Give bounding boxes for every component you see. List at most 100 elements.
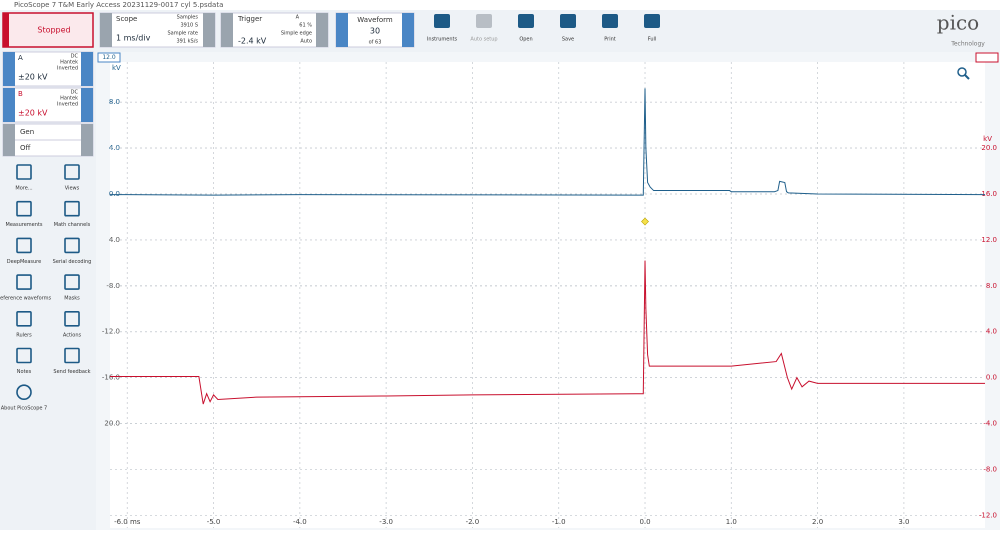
tool-label[interactable]: Serial decoding bbox=[53, 259, 92, 265]
channel-probe: Hantek bbox=[60, 96, 78, 102]
channel-mode: Inverted bbox=[57, 102, 78, 108]
y2-tick-label: -4.0 bbox=[983, 420, 997, 428]
y2-tick-label: 20.0 bbox=[981, 144, 997, 152]
tool-label[interactable]: Views bbox=[65, 186, 80, 192]
y2-tick-label: -12.0 bbox=[979, 511, 997, 519]
toolbar-icon bbox=[518, 14, 534, 28]
zoom-icon[interactable] bbox=[957, 67, 967, 77]
y-tick-label: 4.0 bbox=[109, 144, 120, 152]
run-stripe bbox=[3, 13, 9, 47]
tool-icon bbox=[16, 274, 32, 290]
toolbar-buttons: Instruments Auto setup Open Save Print Full bbox=[427, 14, 660, 43]
channel-coupling: DC bbox=[71, 54, 79, 60]
x-tick-label: -3.0 bbox=[379, 518, 393, 526]
channel-probe: Hantek bbox=[60, 60, 78, 66]
x-tick-label: -4.0 bbox=[293, 518, 307, 526]
y2-tick-label: -8.0 bbox=[983, 465, 997, 473]
tool-label[interactable]: DeepMeasure bbox=[7, 259, 41, 265]
tool-icon bbox=[16, 310, 32, 327]
tool-icon bbox=[64, 164, 80, 180]
channel-range: ±20 kV bbox=[18, 109, 48, 118]
y-tick-label: 8.0 bbox=[109, 98, 120, 106]
channel-name: B bbox=[18, 90, 23, 98]
toolbar-button[interactable]: Full bbox=[648, 37, 657, 43]
y2-tick-label: 0.0 bbox=[986, 374, 997, 382]
channel-plus[interactable] bbox=[81, 88, 93, 122]
toolbar-icon bbox=[434, 14, 450, 28]
y-tick-label: 0.0 bbox=[109, 190, 120, 198]
trigger-position: 61 % bbox=[299, 23, 312, 29]
x-tick-label: 3.0 bbox=[898, 518, 909, 526]
waveform-label: Waveform bbox=[357, 16, 393, 24]
run-button[interactable] bbox=[2, 12, 94, 48]
y-unit: kV bbox=[112, 64, 121, 72]
tool-label[interactable]: Measurements bbox=[6, 222, 43, 228]
x-tick-label: -2.0 bbox=[466, 518, 480, 526]
tool-icon bbox=[64, 274, 80, 290]
tool-label[interactable]: Send feedback bbox=[53, 369, 90, 375]
toolbar-icon bbox=[644, 14, 660, 28]
window-title: PicoScope 7 T&M Early Access 20231129-00… bbox=[14, 1, 223, 9]
trigger-label: Trigger bbox=[237, 15, 262, 23]
scope-minus[interactable] bbox=[100, 13, 112, 47]
y-tick-label: 20.0 bbox=[104, 420, 120, 428]
toolbar-button[interactable]: Auto setup bbox=[470, 37, 497, 43]
channel-plus[interactable] bbox=[81, 52, 93, 86]
waveform-plus[interactable] bbox=[402, 13, 414, 47]
tool-label[interactable]: Math channels bbox=[54, 222, 91, 228]
plot-area bbox=[110, 62, 985, 528]
rate: 391 kS/s bbox=[177, 39, 199, 45]
logo: pico bbox=[937, 11, 979, 35]
timebase: 1 ms/div bbox=[116, 34, 151, 43]
tool-label[interactable]: Reference waveforms bbox=[0, 296, 52, 302]
trigger-plus[interactable] bbox=[316, 13, 328, 47]
y2-unit: kV bbox=[983, 135, 992, 143]
gen-plus[interactable] bbox=[81, 124, 93, 156]
waveform-minus[interactable] bbox=[336, 13, 348, 47]
scope-plus[interactable] bbox=[203, 13, 215, 47]
gen-label: Gen bbox=[20, 128, 34, 136]
tool-label[interactable]: Rulers bbox=[16, 332, 32, 338]
toolbar-icon bbox=[476, 14, 492, 28]
gen-state: Off bbox=[20, 144, 31, 152]
y-tick-label: -8.0 bbox=[106, 282, 120, 290]
channel-range: ±20 kV bbox=[18, 73, 48, 82]
toolbar-button[interactable]: Open bbox=[519, 37, 532, 43]
tool-label[interactable]: Notes bbox=[17, 369, 32, 375]
trigger-mode: Auto bbox=[300, 39, 312, 45]
y-tick-label: 4.0 bbox=[109, 236, 120, 244]
x-tick-label: 1.0 bbox=[726, 518, 737, 526]
toolbar-button[interactable]: Instruments bbox=[427, 37, 458, 43]
toolbar-icon bbox=[560, 14, 576, 28]
waveform-count: of 63 bbox=[369, 40, 382, 46]
trigger-marker bbox=[641, 217, 649, 226]
trace-A bbox=[109, 88, 986, 196]
trigger-type: Simple edge bbox=[281, 31, 312, 37]
x-tick-label: -1.0 bbox=[552, 518, 566, 526]
trigger-channel: A bbox=[296, 15, 300, 21]
trace-B bbox=[110, 260, 985, 405]
tool-icon bbox=[64, 200, 80, 217]
rate-label: Sample rate bbox=[168, 31, 199, 37]
gen-minus[interactable] bbox=[3, 124, 15, 156]
trigger-minus[interactable] bbox=[221, 13, 233, 47]
toolbar-button[interactable]: Save bbox=[562, 37, 574, 43]
channel-minus[interactable] bbox=[3, 52, 15, 86]
logo-sub: Technology bbox=[950, 41, 985, 48]
channel-mode: Inverted bbox=[57, 66, 78, 72]
channel-name: A bbox=[18, 54, 23, 62]
tool-label[interactable]: About PicoScope 7 bbox=[1, 406, 47, 412]
trigger-level: -2.4 kV bbox=[238, 37, 267, 46]
channel-coupling: DC bbox=[71, 90, 79, 96]
tool-label[interactable]: More... bbox=[15, 186, 33, 192]
channel-minus[interactable] bbox=[3, 88, 15, 122]
tool-label[interactable]: Masks bbox=[64, 296, 80, 302]
tool-icon bbox=[16, 384, 32, 401]
toolbar-button[interactable]: Print bbox=[604, 37, 616, 43]
tool-label[interactable]: Actions bbox=[63, 332, 82, 338]
x-tick-label: 2.0 bbox=[812, 518, 823, 526]
zoom-handle bbox=[964, 74, 970, 80]
ruler-box-b bbox=[975, 52, 999, 63]
